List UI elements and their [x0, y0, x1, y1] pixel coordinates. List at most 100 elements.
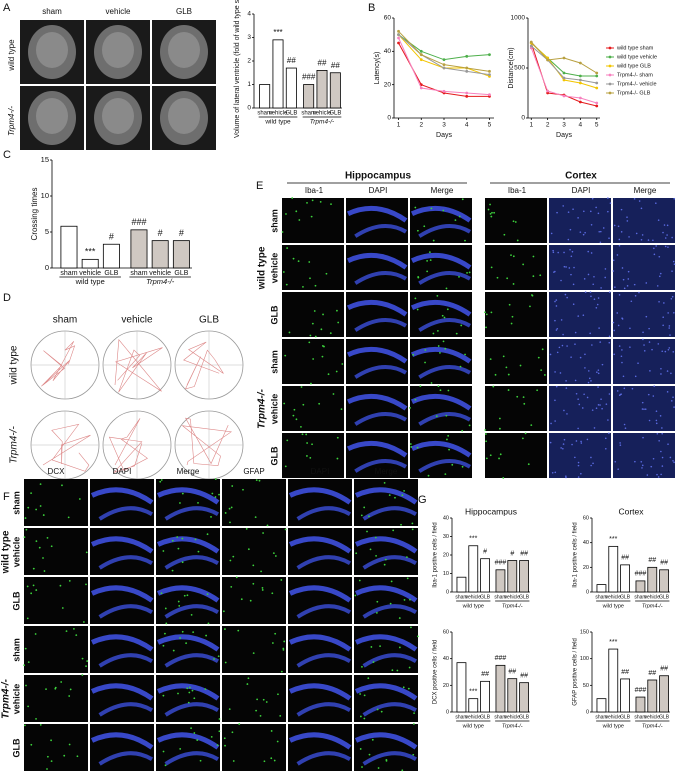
y-tick-label: 0	[521, 115, 525, 122]
cell	[214, 496, 217, 498]
significance: ##	[660, 666, 668, 673]
cell	[223, 737, 226, 740]
cell	[210, 735, 213, 738]
significance: #	[158, 228, 163, 238]
cell	[402, 686, 405, 689]
nucleus	[652, 457, 655, 460]
nucleus	[566, 345, 568, 347]
nucleus	[577, 461, 580, 464]
point	[397, 41, 400, 45]
x-tick-label: vehicle	[504, 714, 520, 720]
cell	[323, 345, 325, 348]
row-label: sham	[11, 638, 21, 662]
cell	[263, 760, 266, 763]
x-tick-label: GLB	[480, 714, 491, 720]
image-tile	[549, 197, 612, 244]
image-tile	[346, 245, 408, 290]
legend-marker	[608, 91, 612, 95]
cell	[484, 433, 487, 435]
cell	[26, 585, 29, 588]
cell	[86, 660, 89, 662]
cell	[429, 259, 432, 262]
cell	[327, 373, 330, 376]
cell	[68, 695, 71, 697]
cell	[401, 769, 404, 772]
cell	[284, 465, 287, 468]
nucleus	[604, 276, 606, 279]
nuclei-band	[288, 732, 352, 750]
cell	[235, 576, 238, 579]
image-background	[282, 198, 344, 243]
image-tile	[484, 292, 547, 337]
cell	[507, 389, 510, 391]
nucleus	[586, 438, 589, 441]
nucleus	[666, 370, 669, 372]
nuclei-band	[354, 224, 408, 238]
nucleus	[589, 291, 592, 293]
nucleus	[613, 224, 616, 227]
bar	[519, 560, 529, 593]
cell	[384, 558, 387, 561]
significance: ###	[635, 687, 647, 694]
nucleus	[571, 443, 573, 446]
nucleus	[577, 476, 580, 478]
cell	[292, 414, 295, 417]
cell	[172, 649, 175, 652]
image-background	[222, 479, 286, 526]
cell	[283, 640, 286, 643]
point	[578, 61, 582, 65]
bar	[647, 679, 658, 713]
significance: ###	[131, 217, 146, 227]
significance: #	[510, 550, 514, 557]
nucleus	[623, 387, 626, 390]
x-tick-label: 4	[579, 122, 583, 129]
significance: ##	[318, 59, 327, 68]
cell	[341, 363, 344, 365]
bar	[596, 698, 607, 713]
column-label: sham	[42, 7, 62, 16]
nucleus	[562, 443, 565, 445]
nucleus	[599, 230, 602, 233]
cell	[319, 200, 322, 203]
cell	[417, 276, 420, 278]
nucleus	[580, 442, 583, 444]
cell	[229, 521, 231, 524]
nuclei-band	[156, 683, 220, 701]
significance: ##	[331, 61, 340, 70]
nucleus	[565, 380, 567, 382]
nucleus	[607, 197, 609, 199]
bar	[635, 580, 646, 593]
cell	[455, 332, 458, 335]
nucleus	[634, 375, 637, 378]
x-tick-label: sham	[595, 714, 607, 720]
cell	[232, 555, 235, 558]
cell	[42, 557, 44, 559]
cell	[485, 440, 488, 443]
nucleus	[666, 391, 669, 393]
cell	[176, 536, 179, 538]
nucleus	[569, 228, 572, 231]
nucleus	[664, 350, 667, 353]
cell	[252, 582, 255, 585]
cell	[35, 589, 38, 591]
point	[488, 69, 491, 73]
cell	[414, 398, 417, 401]
nuclei-band	[354, 487, 418, 505]
nucleus	[590, 252, 593, 254]
image-tile	[288, 675, 352, 722]
nucleus	[552, 249, 554, 252]
point	[562, 71, 566, 75]
significance: ##	[648, 557, 656, 564]
bar	[468, 698, 479, 713]
nuclei-band	[362, 653, 418, 668]
cell	[271, 642, 274, 644]
cell	[321, 355, 324, 358]
point	[397, 36, 400, 40]
image-background	[282, 433, 344, 478]
cell	[297, 260, 300, 263]
cell	[432, 332, 435, 335]
cell	[82, 621, 85, 623]
point	[546, 58, 550, 62]
cell	[308, 261, 311, 263]
